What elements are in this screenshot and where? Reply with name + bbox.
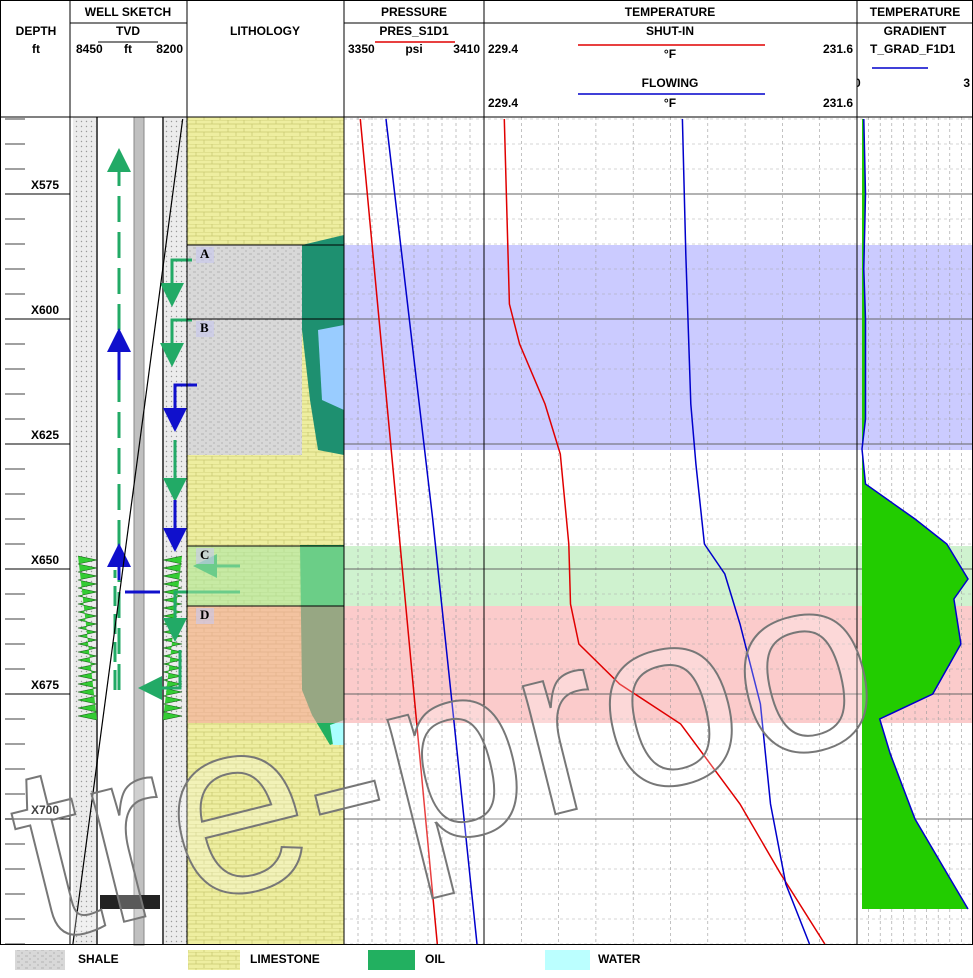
scale-unit: °F bbox=[664, 96, 676, 110]
header: DEPTH ft WELL SKETCH TVD 8450 ft 8200 LI… bbox=[16, 5, 971, 110]
scale-unit: ft bbox=[124, 42, 132, 56]
curve bbox=[72, 118, 184, 945]
depth-label: X625 bbox=[31, 428, 59, 442]
curve-name: FLOWING bbox=[642, 76, 699, 90]
zone-label: A bbox=[200, 246, 210, 261]
curve-name: PRES_S1D1 bbox=[379, 24, 449, 38]
scale-right: 3 bbox=[963, 76, 970, 90]
curve-fill bbox=[862, 119, 968, 909]
legend-label: OIL bbox=[425, 952, 445, 966]
curve-name: SHUT-IN bbox=[646, 24, 694, 38]
scale-left: 229.4 bbox=[488, 42, 518, 56]
legend-label: SHALE bbox=[78, 952, 119, 966]
legend: SHALE LIMESTONE OIL WATER bbox=[15, 950, 641, 970]
legend-swatch bbox=[188, 950, 240, 970]
gradient-track bbox=[861, 118, 969, 910]
track-title: LITHOLOGY bbox=[230, 24, 300, 38]
zone-label: B bbox=[200, 320, 209, 335]
scale-right: 3410 bbox=[453, 42, 480, 56]
legend-swatch bbox=[15, 950, 65, 970]
track-title: PRESSURE bbox=[381, 5, 447, 19]
track-title: GRADIENT bbox=[884, 24, 947, 38]
curve-name: T_GRAD_F1D1 bbox=[870, 42, 956, 56]
zone-label-box bbox=[196, 321, 214, 337]
scale-unit: °F bbox=[664, 47, 676, 61]
scale-left: 8450 bbox=[76, 42, 103, 56]
zone-label: C bbox=[200, 547, 209, 562]
curve bbox=[861, 118, 969, 910]
zone-band bbox=[344, 319, 973, 450]
depth-label: X575 bbox=[31, 178, 59, 192]
curve bbox=[359, 118, 439, 945]
zone-band bbox=[188, 606, 973, 723]
scale-unit: psi bbox=[405, 42, 422, 56]
scale-right: 231.6 bbox=[823, 96, 853, 110]
legend-swatch bbox=[368, 950, 415, 970]
depth-label: X700 bbox=[31, 803, 59, 817]
legend-label: WATER bbox=[598, 952, 641, 966]
track-title: TEMPERATURE bbox=[870, 5, 960, 19]
zone-band bbox=[344, 245, 973, 319]
curve bbox=[385, 118, 478, 945]
scale-right: 231.6 bbox=[823, 42, 853, 56]
scale-left: 229.4 bbox=[488, 96, 518, 110]
zone-band bbox=[188, 546, 973, 606]
zone-label: D bbox=[200, 607, 209, 622]
depth-label: X650 bbox=[31, 553, 59, 567]
curve-name: TVD bbox=[116, 24, 140, 38]
legend-label: LIMESTONE bbox=[250, 952, 320, 966]
track-title: WELL SKETCH bbox=[85, 5, 171, 19]
depth-title: DEPTH bbox=[16, 24, 57, 38]
curve bbox=[503, 118, 826, 945]
depth-label: X600 bbox=[31, 303, 59, 317]
depth-label: X675 bbox=[31, 678, 59, 692]
zone-bands: A B C D bbox=[187, 244, 973, 723]
frame bbox=[0, 0, 973, 945]
zone-label-box bbox=[196, 548, 214, 564]
legend-swatch bbox=[545, 950, 590, 970]
scale-right: 8200 bbox=[156, 42, 183, 56]
well-sketch bbox=[73, 116, 240, 946]
zone-label-box bbox=[196, 247, 214, 263]
depth-unit: ft bbox=[32, 42, 40, 56]
zone-label-box bbox=[196, 608, 214, 624]
scale-left: 0 bbox=[854, 76, 861, 90]
curve bbox=[681, 118, 811, 945]
scale-left: 3350 bbox=[348, 42, 375, 56]
curves bbox=[72, 118, 969, 945]
track-title: TEMPERATURE bbox=[625, 5, 715, 19]
